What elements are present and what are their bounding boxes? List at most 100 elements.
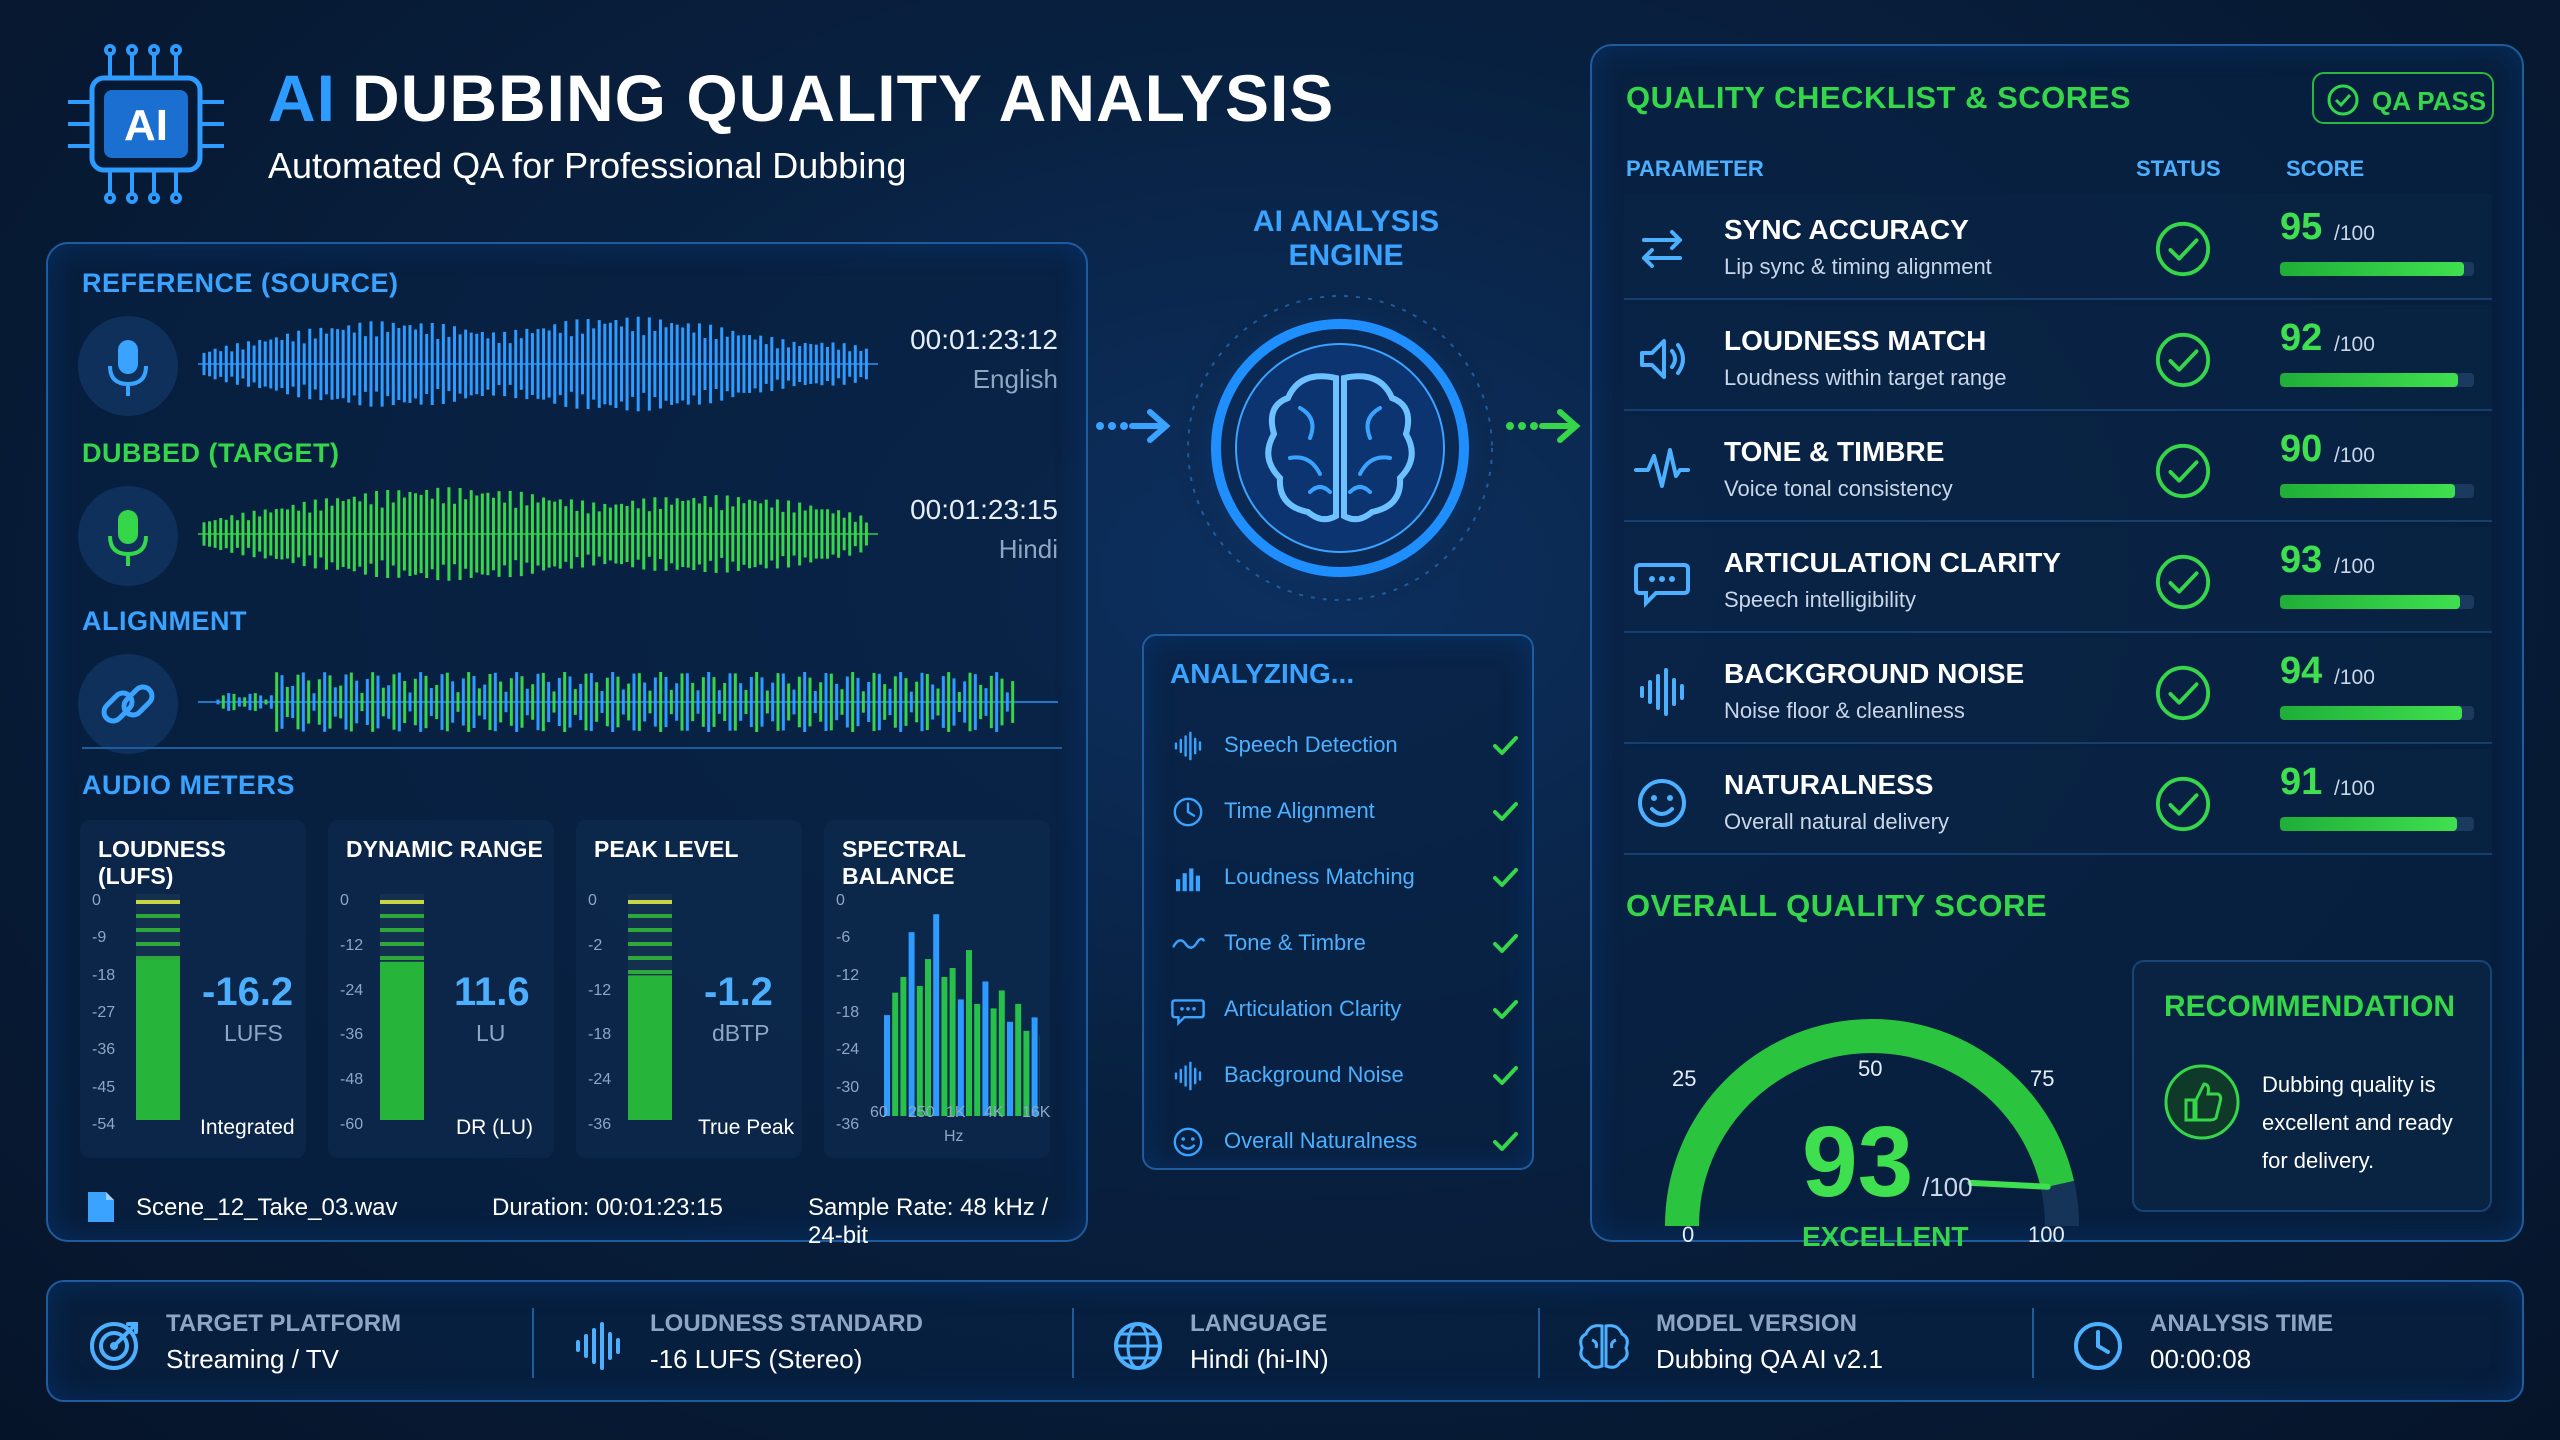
alignment-waveform — [198, 672, 1058, 732]
parameter-score: 90 — [2280, 428, 2323, 470]
bottom-info-value: -16 LUFS (Stereo) — [650, 1344, 863, 1374]
file-name: Scene_12_Take_03.wav — [136, 1194, 398, 1221]
scale-tick: -6 — [836, 929, 851, 947]
analysis-step: Background Noise — [1170, 1056, 1520, 1096]
ai-chip-logo-icon: AI — [68, 44, 224, 204]
score-bar-fill — [2280, 817, 2457, 831]
check-icon — [1490, 730, 1520, 760]
smile-icon — [1170, 1124, 1206, 1160]
dynamic-range-footer: DR (LU) — [456, 1116, 533, 1139]
check-icon — [1490, 1060, 1520, 1090]
dubbed-track[interactable]: 00:01:23:15 Hindi — [78, 476, 1078, 594]
scale-tick: -18 — [92, 966, 116, 984]
scale-tick: -2 — [588, 936, 603, 954]
spectral-bar — [1015, 1003, 1022, 1116]
link-icon — [78, 654, 178, 754]
check-icon — [1490, 796, 1520, 826]
checklist-row[interactable]: SYNC ACCURACY Lip sync & timing alignment… — [1624, 194, 2492, 300]
loudness-meter-title: LOUDNESS (LUFS) — [98, 836, 226, 889]
checklist-row[interactable]: LOUDNESS MATCH Loudness within target ran… — [1624, 305, 2492, 411]
parameter-score-max: /100 — [2334, 555, 2375, 578]
reference-timecode: 00:01:23:12 — [910, 324, 1058, 355]
spectral-bar — [933, 914, 940, 1116]
parameter-name: LOUDNESS MATCH — [1724, 325, 1987, 356]
overall-title: OVERALL QUALITY SCORE — [1626, 888, 2048, 923]
status-check-icon — [2154, 442, 2212, 500]
analysis-step-label: Speech Detection — [1224, 732, 1398, 757]
score-bar-fill — [2280, 373, 2459, 387]
engine-title: AI ANALYSIS ENGINE — [1252, 205, 1440, 272]
spectral-bar — [892, 992, 899, 1116]
chat-icon — [1632, 551, 1692, 611]
level-segment — [628, 914, 672, 918]
analysis-step: Time Alignment — [1170, 792, 1520, 832]
checklist-row[interactable]: BACKGROUND NOISE Noise floor & cleanlines… — [1624, 638, 2492, 744]
level-segment — [628, 928, 672, 932]
col-score: SCORE — [2286, 156, 2365, 181]
smile-icon — [1632, 773, 1692, 833]
checklist-row[interactable]: NATURALNESS Overall natural delivery 91/10… — [1624, 749, 2492, 855]
alignment-label: ALIGNMENT — [82, 606, 247, 636]
spectral-bar — [925, 959, 931, 1116]
level-segment — [136, 942, 180, 946]
title-text: DUBBING QUALITY ANALYSIS — [352, 61, 1335, 135]
bottom-info-label: TARGET PLATFORM — [166, 1310, 402, 1337]
reference-track[interactable]: 00:01:23:12 English — [78, 306, 1078, 424]
speaker-icon — [1632, 329, 1692, 389]
spectral-bars — [884, 914, 1040, 1116]
target-icon — [84, 1316, 144, 1376]
gauge-tick-25: 25 — [1672, 1066, 1696, 1091]
divider — [1538, 1308, 1540, 1378]
level-segment — [136, 914, 180, 918]
score-bar-fill — [2280, 484, 2455, 498]
checklist-title: QUALITY CHECKLIST & SCORES — [1626, 80, 2132, 115]
file-info-bar: Scene_12_Take_03.wav Duration: 00:01:23:… — [86, 1190, 1066, 1249]
reference-label: REFERENCE (SOURCE) — [82, 268, 399, 298]
alignment-track[interactable] — [78, 644, 1078, 762]
peak-level-bar — [628, 894, 672, 1120]
waveform-icon — [1170, 728, 1206, 764]
dubbed-label: DUBBED (TARGET) — [82, 438, 340, 468]
scale-tick: -36 — [340, 1026, 364, 1044]
scale-tick: -36 — [588, 1116, 612, 1133]
parameter-name: SYNC ACCURACY — [1724, 214, 1969, 245]
spectral-x-tick: 60 — [870, 1104, 888, 1121]
bottom-info-item: TARGET PLATFORM Streaming / TV — [84, 1310, 504, 1380]
parameter-name: ARTICULATION CLARITY — [1724, 547, 2061, 578]
status-check-icon — [2154, 220, 2212, 278]
level-segment — [380, 956, 424, 960]
loudness-meter: LOUDNESS (LUFS) 0 -9 -18 -27 -36 -45 -54 -16.2… — [80, 820, 306, 1158]
gauge-tick-50: 50 — [1858, 1056, 1882, 1081]
scale-tick: -54 — [92, 1116, 116, 1133]
score-bar-track — [2280, 706, 2474, 720]
peak-level-unit: dBTP — [712, 1020, 770, 1046]
quality-checklist-panel: QUALITY CHECKLIST & SCORES QA PASS PARAM… — [1590, 44, 2524, 1252]
spectral-bar — [884, 1015, 890, 1116]
level-segment — [136, 956, 180, 960]
score-bar-fill — [2280, 595, 2461, 609]
spectral-bar — [916, 985, 923, 1116]
page-subtitle: Automated QA for Professional Dubbing — [268, 145, 907, 186]
recommendation-card: RECOMMENDATION Dubbing quality is excell… — [2132, 960, 2492, 1212]
status-check-icon — [2154, 331, 2212, 389]
overall-score-value: 93 — [1802, 1106, 1913, 1218]
check-icon — [1490, 1126, 1520, 1156]
scale-tick: -18 — [836, 1004, 860, 1021]
bottom-info-item: MODEL VERSION Dubbing QA AI v2.1 — [1574, 1310, 1994, 1380]
scale-tick: -48 — [340, 1071, 364, 1089]
checklist-row[interactable]: TONE & TIMBRE Voice tonal consistency 90/1… — [1624, 416, 2492, 522]
scale-tick: -27 — [92, 1004, 116, 1021]
overall-score-gauge: 0 25 50 75 100 93 /100 EXCELLENT — [1665, 1019, 2079, 1252]
recommendation-line-1: Dubbing quality is — [2262, 1072, 2436, 1097]
level-fill — [136, 957, 180, 1120]
level-fill — [628, 975, 672, 1120]
analysis-step: Tone & Timbre — [1170, 924, 1520, 964]
scale-tick: 0 — [836, 892, 845, 909]
parameter-score-max: /100 — [2334, 222, 2375, 245]
parameter-description: Overall natural delivery — [1724, 809, 1949, 834]
audio-meters-label: AUDIO METERS — [82, 770, 296, 800]
divider — [532, 1308, 534, 1378]
recommendation-line-2: excellent and ready — [2262, 1110, 2453, 1135]
parameter-score: 91 — [2280, 761, 2323, 803]
checklist-row[interactable]: ARTICULATION CLARITY Speech intelligibili… — [1624, 527, 2492, 633]
